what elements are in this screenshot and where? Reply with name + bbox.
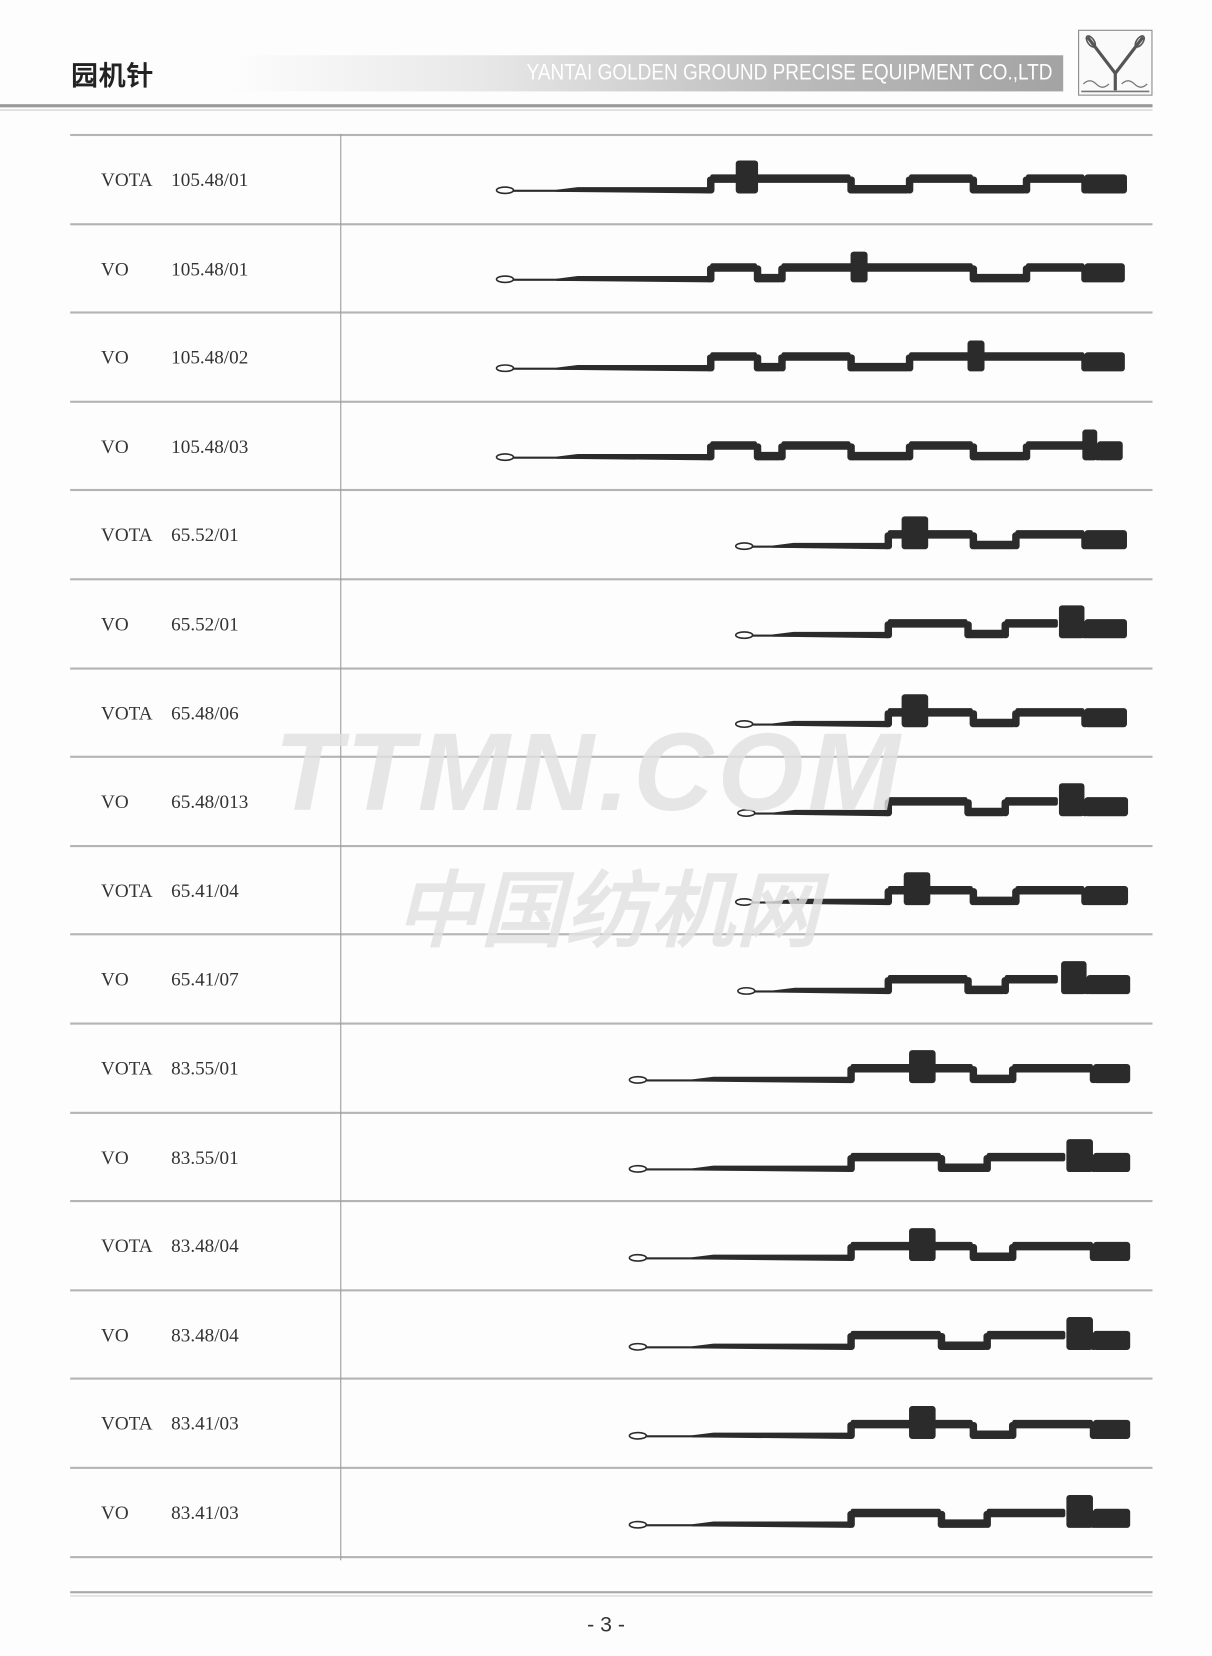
watermark-text: TTMN.COM (274, 711, 905, 835)
needle-series: VO (101, 1324, 129, 1346)
page-title: 园机针 (71, 60, 155, 92)
needle-series: VO (101, 1501, 129, 1524)
y-needle-logo-icon (1081, 35, 1150, 93)
table-row: VO 65.52/01 (70, 578, 1153, 667)
needle-series: VO (101, 1146, 129, 1168)
header-rule-thin (0, 109, 1153, 111)
needle-code: 65.41/04 (171, 879, 239, 902)
needle-series: VO (101, 790, 129, 813)
table-row: VO 105.48/03 (70, 400, 1153, 489)
table-row: VO 65.48/013 (70, 755, 1153, 845)
needle-series: VOTA (101, 1412, 153, 1435)
needle-series: VO (101, 257, 129, 280)
header-rule (0, 104, 1153, 108)
needle-series: VOTA (101, 169, 153, 191)
needle-code: 83.55/01 (171, 1057, 239, 1079)
page-number: - 3 - (587, 1613, 625, 1637)
needle-series: VOTA (101, 524, 153, 546)
footer-rule (70, 1591, 1153, 1594)
watermark-text-cn: 中国纺机网 (395, 864, 821, 960)
needle-code: 65.48/013 (171, 790, 249, 813)
needle-series: VO (101, 346, 129, 368)
needle-code: 65.52/01 (171, 613, 239, 635)
needle-code: 105.48/01 (171, 169, 249, 191)
column-divider (340, 133, 342, 1561)
footer-rule-thin (70, 1595, 1153, 1597)
table-row: VO 83.55/01 (70, 1111, 1153, 1200)
table-row: VO 65.41/07 (70, 933, 1153, 1023)
table-row: VOTA 65.41/04 (70, 844, 1153, 934)
needle-table: VOTA 105.48/01 VO 105.48/01 VO 105.48/02 VO 105… (70, 133, 1153, 1558)
needle-code: 83.48/04 (171, 1235, 239, 1257)
needle-code: 65.41/07 (171, 968, 239, 990)
needle-series: VO (101, 613, 129, 635)
needle-code: 83.48/04 (171, 1324, 239, 1346)
needle-code: 105.48/03 (171, 435, 249, 457)
needle-series: VOTA (101, 702, 153, 724)
needle-series: VO (101, 968, 129, 990)
company-name: YANTAI GOLDEN GROUND PRECISE EQUIPMENT C… (526, 60, 1053, 86)
company-logo (1078, 29, 1153, 96)
table-row: VO 105.48/02 (70, 311, 1153, 401)
needle-code: 83.55/01 (171, 1146, 239, 1168)
table-row: VOTA 83.55/01 (70, 1022, 1153, 1111)
table-row: VOTA 83.48/04 (70, 1200, 1153, 1289)
needle-code: 105.48/02 (171, 346, 249, 368)
needle-series: VO (101, 435, 129, 457)
needle-code: 83.41/03 (171, 1501, 239, 1524)
header-band: YANTAI GOLDEN GROUND PRECISE EQUIPMENT C… (228, 55, 1064, 92)
needle-code: 65.48/06 (171, 702, 239, 724)
needle-series: VOTA (101, 1235, 153, 1257)
needle-code: 65.52/01 (171, 524, 239, 546)
table-row: VO 105.48/01 (70, 222, 1153, 312)
table-row: VOTA 65.48/06 (70, 667, 1153, 756)
table-row: VO 83.41/03 (70, 1466, 1153, 1558)
table-row: VOTA 105.48/01 (70, 133, 1153, 223)
table-row: VO 83.48/04 (70, 1288, 1153, 1378)
needle-series: VOTA (101, 1057, 153, 1079)
needle-code: 83.41/03 (171, 1412, 239, 1435)
table-row: VOTA 65.52/01 (70, 489, 1153, 578)
needle-code: 105.48/01 (171, 257, 249, 280)
needle-series: VOTA (101, 879, 153, 902)
table-row: VOTA 83.41/03 (70, 1377, 1153, 1467)
